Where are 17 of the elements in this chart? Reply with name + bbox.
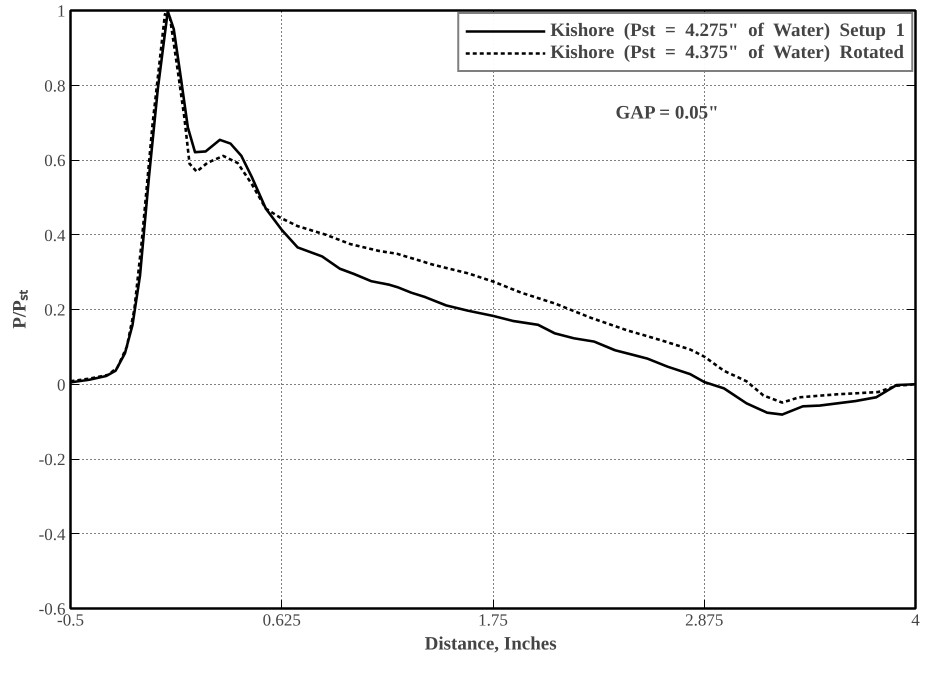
legend-label: Kishore (Pst = 4.275" of Water) Setup 1 <box>550 20 905 42</box>
x-tick-label: 4 <box>911 610 920 630</box>
y-tick-label: 0.6 <box>44 151 66 170</box>
annotation: GAP = 0.05" <box>616 102 719 124</box>
legend-label: Kishore (Pst = 4.375" of Water) Rotated <box>550 42 904 64</box>
y-tick-label: -0.4 <box>38 524 66 544</box>
x-axis-title: Distance, Inches <box>424 634 557 654</box>
y-tick-label: 1 <box>57 2 66 20</box>
x-tick-label: 1.75 <box>478 610 508 630</box>
x-tick-label: 0.625 <box>262 610 301 630</box>
y-tick-label: 0.2 <box>44 300 66 320</box>
x-tick-label: 2.875 <box>685 610 724 630</box>
y-tick-label: -0.2 <box>38 450 66 469</box>
y-tick-label: 0.4 <box>44 226 66 245</box>
y-tick-label: 0 <box>57 375 66 394</box>
y-axis-title: P/Pₛₜ <box>10 289 31 329</box>
y-tick-label: 0.8 <box>44 76 66 96</box>
